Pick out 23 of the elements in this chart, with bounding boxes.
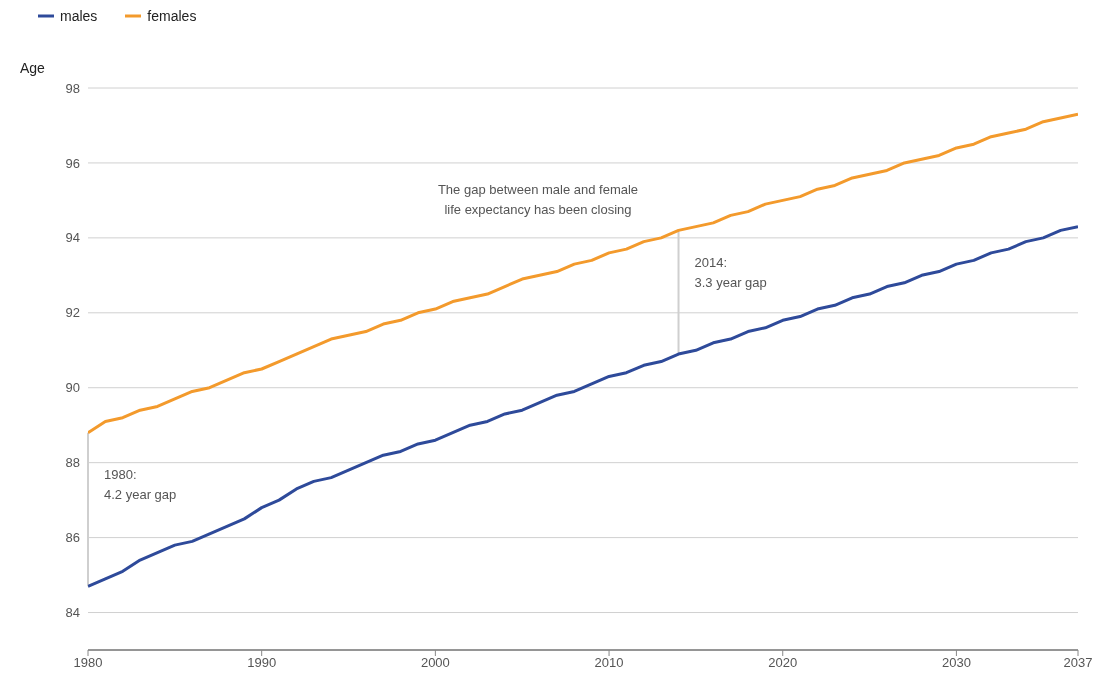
y-tick-label: 88 (65, 455, 80, 471)
annotation: The gap between male and female life expectancy has been closing (436, 181, 640, 219)
x-tick-label: 1980 (73, 655, 103, 671)
x-tick-label: 2000 (420, 655, 450, 671)
legend-label: males (59, 8, 98, 24)
ref-line-label: 2014: 3.3 year gap (694, 255, 767, 291)
y-tick-label: 94 (65, 230, 80, 246)
y-tick-label: 84 (65, 605, 80, 621)
y-tick-label: 98 (65, 80, 80, 96)
ref-line-label: 1980: 4.2 year gap (104, 466, 177, 502)
line-series (88, 225, 1078, 588)
y-tick-label: 86 (65, 530, 80, 546)
x-tick-label: 2037 (1063, 655, 1093, 671)
x-tick-label: 2030 (941, 655, 971, 671)
legend-label: females (146, 8, 197, 24)
x-tick-label: 2020 (768, 655, 798, 671)
y-tick-label: 96 (65, 155, 80, 171)
line-series (88, 112, 1078, 435)
x-tick-label: 2010 (594, 655, 624, 671)
y-tick-label: 90 (65, 380, 80, 396)
y-axis-title: Age (20, 60, 45, 76)
x-tick-label: 1990 (247, 655, 277, 671)
y-tick-label: 92 (65, 305, 80, 321)
